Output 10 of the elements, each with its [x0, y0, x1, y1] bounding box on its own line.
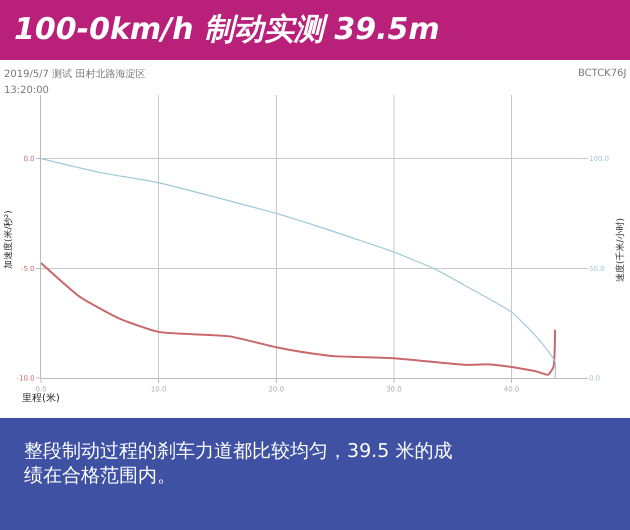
line-series — [41, 262, 556, 376]
annotation: 13:20:00 — [4, 85, 49, 96]
text: BCTCK76J — [578, 68, 626, 79]
text: 整段制动过程的刹车力道都比较均匀，39.5 米的成绩在合格范围内。 — [24, 440, 452, 487]
chart-title: 100-0km/h 制动实测 39.5m — [14, 12, 440, 47]
x-axis-title: 里程(米) — [22, 392, 60, 404]
line-series — [41, 158, 556, 378]
y2-axis-title: 速度(千米/小时) — [615, 218, 626, 282]
y-axis-title: 加速度(米/秒²) — [3, 210, 14, 269]
chart-subtitle: 2019/5/7 测试 田村北路海淀区 — [4, 68, 146, 80]
